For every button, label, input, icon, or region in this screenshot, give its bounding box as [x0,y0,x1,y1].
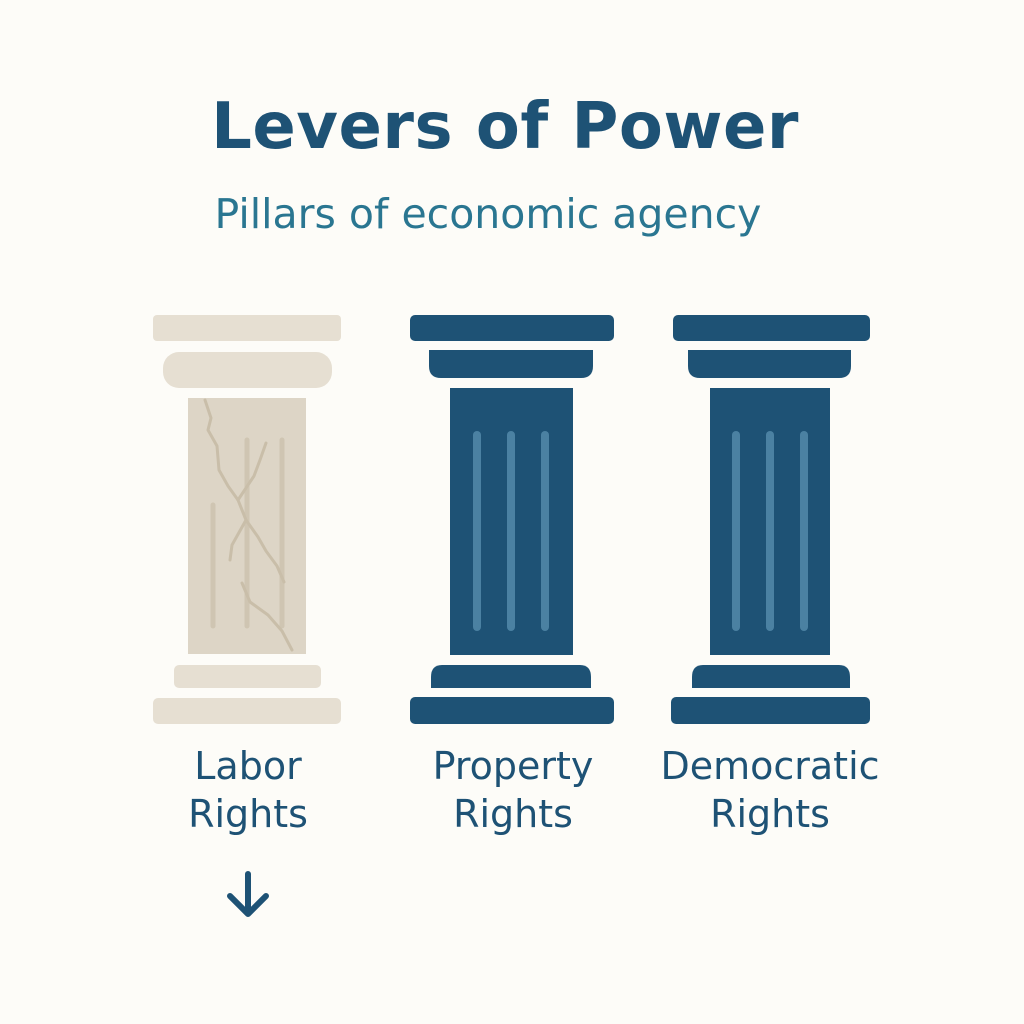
pillar-democratic-base-upper [692,665,850,688]
page-title: Levers of Power [211,90,799,164]
pillar-labor-crack [203,398,294,652]
label-property-rights: Property Rights [383,742,643,838]
pillar-democratic-base-lower [671,697,870,724]
pillar-democratic-fluting [732,431,808,631]
pillar-democratic-capital-echinus [688,350,851,378]
pillar-democratic-capital-top [673,315,870,341]
pillar-property-capital-echinus [429,350,593,378]
pillar-property-rights [410,315,614,724]
label-property-line1: Property [432,744,594,788]
label-property-line2: Rights [453,792,573,836]
pillar-labor-capital-echinus [163,352,332,388]
pillar-property-capital-top [410,315,614,341]
label-labor-rights: Labor Rights [118,742,378,838]
pillar-democratic-rights [671,315,870,724]
label-democratic-line1: Democratic [660,744,880,788]
pillar-property-base-upper [431,665,591,688]
pillar-labor-base-lower [153,698,341,724]
pillar-labor-base-upper [174,665,321,688]
page-subtitle: Pillars of economic agency [214,190,762,238]
label-labor-line1: Labor [194,744,302,788]
pillar-labor-capital-top [153,315,341,341]
label-democratic-rights: Democratic Rights [640,742,900,838]
down-arrow-icon [227,871,269,917]
pillar-labor-rights [153,315,341,724]
pillar-property-fluting [473,431,549,631]
label-labor-line2: Rights [188,792,308,836]
pillar-property-base-lower [410,697,614,724]
label-democratic-line2: Rights [710,792,830,836]
